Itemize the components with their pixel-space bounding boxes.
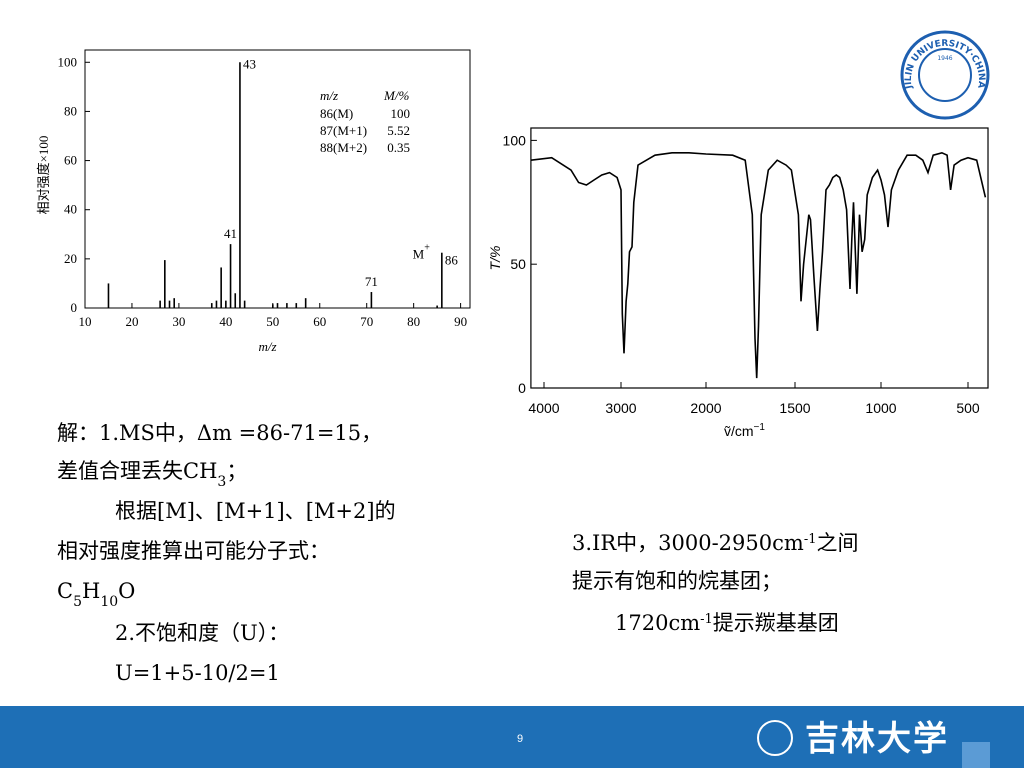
text-run: 2.不饱和度（U）： [115, 621, 289, 645]
x-tick-label: 2000 [690, 400, 721, 416]
spectrum-line [530, 151, 987, 379]
footer-band [0, 706, 1024, 768]
x-axis-label: m/z [258, 339, 276, 354]
x-tick-label: 40 [219, 314, 232, 329]
y-tick-label: 100 [503, 132, 527, 148]
text-run: 根据[M]、[M+1]、[M+2]的 [115, 499, 396, 523]
y-tick-label: 0 [71, 300, 78, 315]
x-axis-label-base: ṽ/cm [724, 423, 754, 439]
table-cell: 5.52 [387, 123, 410, 138]
superscript: -1 [700, 612, 713, 627]
text-line: 3.IR中，3000-2950cm-1之间 [572, 531, 858, 555]
table-cell: 87(M+1) [320, 123, 367, 138]
x-tick-label: 50 [266, 314, 279, 329]
footer-seal [757, 720, 793, 756]
y-axis-label: 相对强度×100 [36, 136, 51, 215]
text-run: H [82, 579, 100, 603]
ion-label-text: M [413, 247, 425, 262]
text-run: 之间 [816, 531, 858, 555]
ion-label-sup: + [424, 243, 430, 254]
y-tick-label: 50 [510, 256, 526, 272]
text-line: U=1+5-10/2=1 [115, 661, 280, 685]
seal-inner [918, 48, 972, 102]
x-tick-label: 90 [454, 314, 467, 329]
text-line: 根据[M]、[M+1]、[M+2]的 [115, 499, 396, 523]
plot-frame [84, 49, 471, 309]
footer-square [962, 742, 990, 768]
x-tick-label: 80 [407, 314, 420, 329]
x-tick-label: 30 [172, 314, 185, 329]
table-header: M/% [383, 88, 409, 103]
y-tick-label: 0 [518, 380, 526, 396]
subscript: 10 [100, 594, 118, 610]
x-tick-label: 20 [125, 314, 138, 329]
text-run: 提示有饱和的烷基团； [572, 569, 782, 593]
table-header: m/z [320, 88, 338, 103]
text-run: 解：1.MS中，Δm =86-71=15， [57, 421, 382, 445]
text-line: 差值合理丢失CH3； [57, 459, 247, 490]
x-tick-label: 3000 [605, 400, 636, 416]
superscript: -1 [804, 532, 817, 547]
text-run: 差值合理丢失CH [57, 459, 217, 483]
subscript: 5 [73, 594, 82, 610]
text-line: 提示有饱和的烷基团； [572, 569, 782, 593]
x-axis-label: ṽ/cm−1 [724, 422, 765, 439]
x-tick-label: 70 [360, 314, 373, 329]
ion-label: M+ [413, 243, 431, 262]
peak-label: 86 [445, 253, 459, 268]
y-tick-label: 80 [64, 103, 77, 118]
text-line: 相对强度推算出可能分子式： [57, 539, 330, 563]
y-tick-label: 100 [58, 54, 78, 69]
x-tick-label: 4000 [528, 400, 559, 416]
table-cell: 100 [391, 106, 411, 121]
table-cell: 0.35 [387, 140, 410, 155]
y-tick-label: 60 [64, 153, 77, 168]
page-number: 9 [517, 733, 523, 745]
x-tick-label: 60 [313, 314, 326, 329]
footer-logo: 吉林大学 [805, 719, 949, 759]
subscript: 3 [217, 474, 226, 490]
table-cell: 86(M) [320, 106, 353, 121]
y-axis-label: T/% [487, 246, 503, 271]
text-run: U=1+5-10/2=1 [115, 661, 280, 685]
x-tick-label: 1500 [779, 400, 810, 416]
peak-label: 43 [243, 56, 256, 71]
plot-frame [530, 127, 989, 389]
x-tick-label: 500 [956, 400, 980, 416]
text-run: ； [226, 459, 247, 483]
x-axis-label-sup: −1 [754, 422, 766, 433]
seal-year: 1946 [937, 55, 952, 62]
peak-label: 71 [365, 274, 378, 289]
y-tick-label: 20 [64, 251, 77, 266]
text-run: 3.IR中，3000-2950cm [572, 531, 804, 555]
text-run: 提示羰基基团 [713, 611, 839, 635]
text-run: 相对强度推算出可能分子式： [57, 539, 330, 563]
table-cell: 88(M+2) [320, 140, 367, 155]
text-run: 1720cm [615, 611, 700, 635]
text-line: 1720cm-1提示羰基基团 [615, 611, 839, 635]
text-run: O [118, 579, 135, 603]
x-tick-label: 10 [79, 314, 92, 329]
text-line: C5H10O [57, 579, 135, 610]
text-line: 解：1.MS中，Δm =86-71=15， [57, 421, 382, 445]
seal [900, 30, 990, 120]
x-tick-label: 1000 [865, 400, 896, 416]
y-tick-label: 40 [64, 202, 77, 217]
text-line: 2.不饱和度（U）： [115, 621, 289, 645]
peak-label: 41 [224, 226, 237, 241]
text-run: C [57, 579, 73, 603]
